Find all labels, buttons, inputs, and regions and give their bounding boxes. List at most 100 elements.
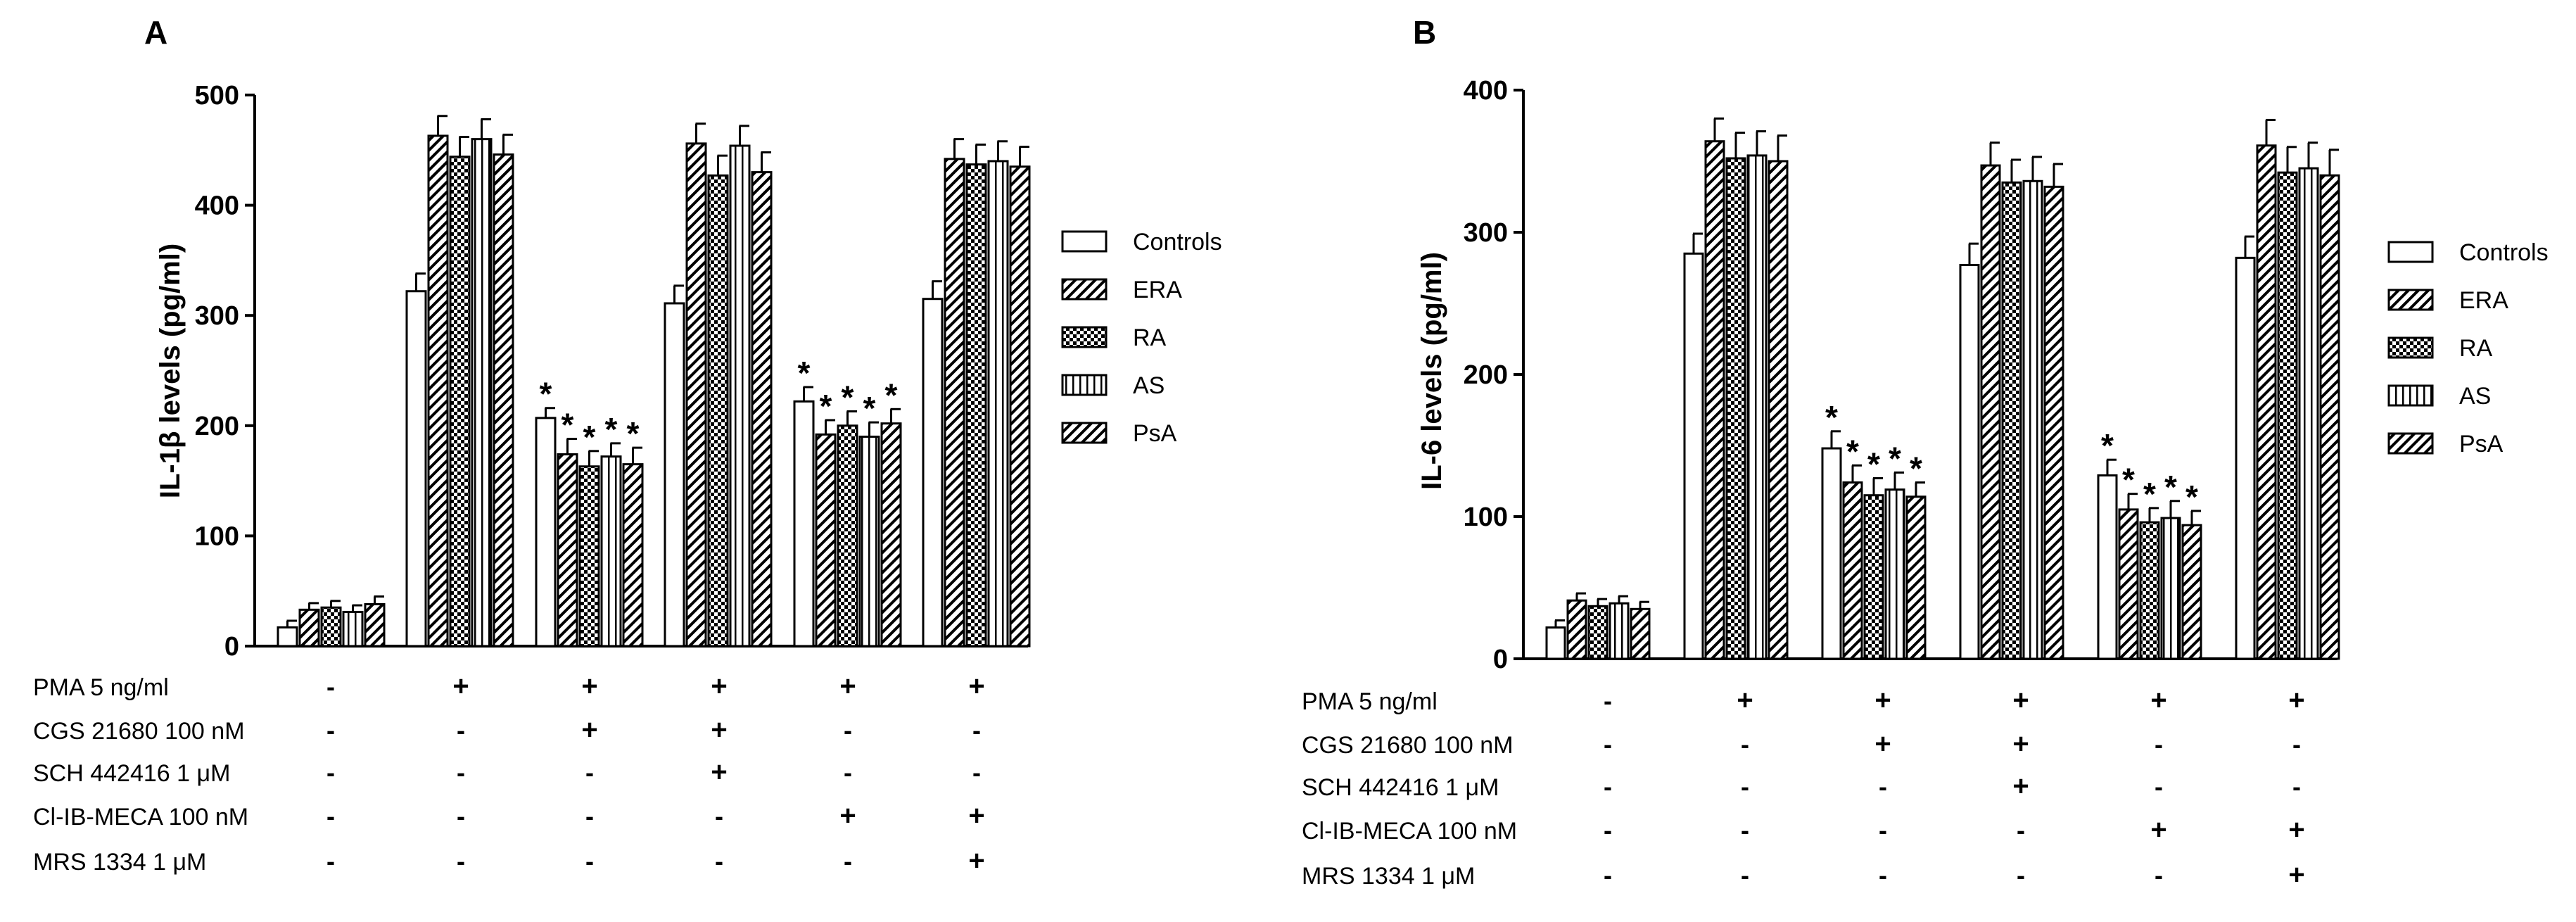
condition-minus: -: [1604, 816, 1612, 845]
bar-ra: [1863, 494, 1884, 660]
bar-controls: [793, 400, 815, 648]
condition-minus: -: [2155, 730, 2163, 759]
y-tick-label: 200: [1464, 360, 1508, 390]
bar-era: [427, 134, 449, 648]
condition-minus: -: [1604, 730, 1612, 759]
condition-minus: -: [2155, 861, 2163, 890]
bar-as: [1884, 488, 1905, 660]
bar-ra: [707, 174, 729, 648]
y-tick-label: 300: [195, 301, 239, 331]
bar-controls: [535, 417, 557, 648]
condition-label: Cl-IB-MECA 100 nM: [1302, 818, 1517, 845]
bar-as: [729, 144, 751, 648]
significance-star: *: [2122, 462, 2135, 498]
legend-label: RA: [2459, 335, 2493, 362]
panel-a: A IL-1β levels (pg/ml) 0100200300400500 …: [33, 14, 1222, 876]
legend-label: AS: [2459, 383, 2491, 410]
condition-label: MRS 1334 1 μM: [1302, 863, 1475, 890]
bar-era: [1980, 164, 2001, 660]
legend-swatch: [2387, 336, 2434, 359]
bar-ra: [320, 606, 342, 648]
condition-plus: +: [1874, 685, 1891, 716]
bar-controls: [405, 290, 427, 648]
bar-controls: [1821, 447, 1842, 660]
condition-minus: -: [326, 802, 335, 831]
condition-minus: -: [1879, 772, 1887, 801]
significance-star: *: [627, 415, 640, 452]
condition-label: CGS 21680 100 nM: [1302, 732, 1514, 759]
condition-minus: -: [2155, 772, 2163, 801]
condition-minus: -: [715, 802, 723, 831]
significance-star: *: [820, 388, 832, 424]
condition-minus: -: [326, 716, 335, 745]
condition-minus: -: [326, 672, 335, 701]
bar-era: [1842, 481, 1863, 660]
legend-swatch: [1061, 326, 1108, 348]
bar-ra: [578, 465, 600, 648]
panel-a-legend: Controls ERA RA AS PsA: [1061, 229, 1222, 447]
condition-plus: +: [968, 800, 984, 831]
bar-psa: [880, 422, 902, 648]
panel-a-ylabel: IL-1β levels (pg/ml): [155, 244, 186, 498]
bar-controls: [922, 298, 944, 648]
bar-psa: [493, 153, 514, 648]
panel-a-conditions: PMA 5 ng/ml - + + + + + CGS 21680 100 nM - - + + - - S…: [33, 671, 985, 876]
condition-minus: -: [457, 802, 465, 831]
legend-swatch: [2387, 241, 2434, 263]
bar-controls: [1683, 252, 1704, 660]
condition-minus: -: [972, 758, 981, 787]
condition-plus: +: [2288, 685, 2304, 716]
bar-era: [1704, 140, 1725, 660]
condition-plus: +: [711, 714, 727, 745]
legend-label: PsA: [2459, 431, 2504, 457]
panel-b-ylabel: IL-6 levels (pg/ml): [1416, 252, 1447, 490]
condition-plus: +: [711, 671, 727, 702]
bar-controls: [277, 626, 298, 648]
condition-plus: +: [2288, 814, 2304, 845]
bar-controls: [664, 302, 685, 648]
significance-star: *: [583, 419, 596, 455]
condition-plus: +: [968, 845, 984, 876]
bar-psa: [2181, 524, 2202, 660]
bar-era: [815, 433, 837, 648]
condition-plus: +: [2012, 685, 2029, 716]
bar-psa: [1905, 495, 1927, 660]
bar-as: [1609, 602, 1630, 660]
bar-ra: [2139, 521, 2160, 660]
y-tick-label: 200: [195, 412, 239, 441]
condition-minus: -: [1741, 772, 1749, 801]
y-tick-label: 0: [224, 632, 239, 662]
significance-star: *: [540, 376, 552, 412]
bar-ra: [1725, 157, 1746, 660]
bar-psa: [2043, 185, 2064, 660]
condition-minus: -: [844, 716, 852, 745]
bar-ra: [1587, 605, 1609, 660]
bar-controls: [2097, 474, 2118, 660]
condition-label: SCH 442416 1 μM: [33, 760, 230, 787]
condition-minus: -: [1879, 861, 1887, 890]
condition-plus: +: [1874, 728, 1891, 759]
legend-label: Controls: [2459, 239, 2549, 266]
panel-b-letter: B: [1413, 14, 1436, 51]
significance-star: *: [885, 377, 898, 413]
y-tick-label: 100: [195, 522, 239, 551]
significance-star: *: [1889, 440, 1901, 476]
bar-psa: [2319, 174, 2340, 660]
condition-minus: -: [585, 802, 594, 831]
bar-era: [2256, 144, 2277, 660]
condition-label: MRS 1334 1 μM: [33, 849, 206, 876]
legend-swatch: [1061, 230, 1108, 253]
condition-minus: -: [585, 758, 594, 787]
bar-controls: [1959, 263, 1980, 660]
significance-star: *: [1846, 433, 1859, 469]
condition-minus: -: [844, 847, 852, 876]
condition-minus: -: [972, 716, 981, 745]
significance-star: *: [798, 355, 811, 391]
legend-swatch: [1061, 374, 1108, 396]
bar-controls: [2235, 256, 2256, 660]
bar-era: [944, 158, 965, 648]
condition-plus: +: [839, 800, 856, 831]
condition-minus: -: [1741, 730, 1749, 759]
bar-era: [2118, 508, 2139, 660]
condition-minus: -: [2017, 861, 2025, 890]
